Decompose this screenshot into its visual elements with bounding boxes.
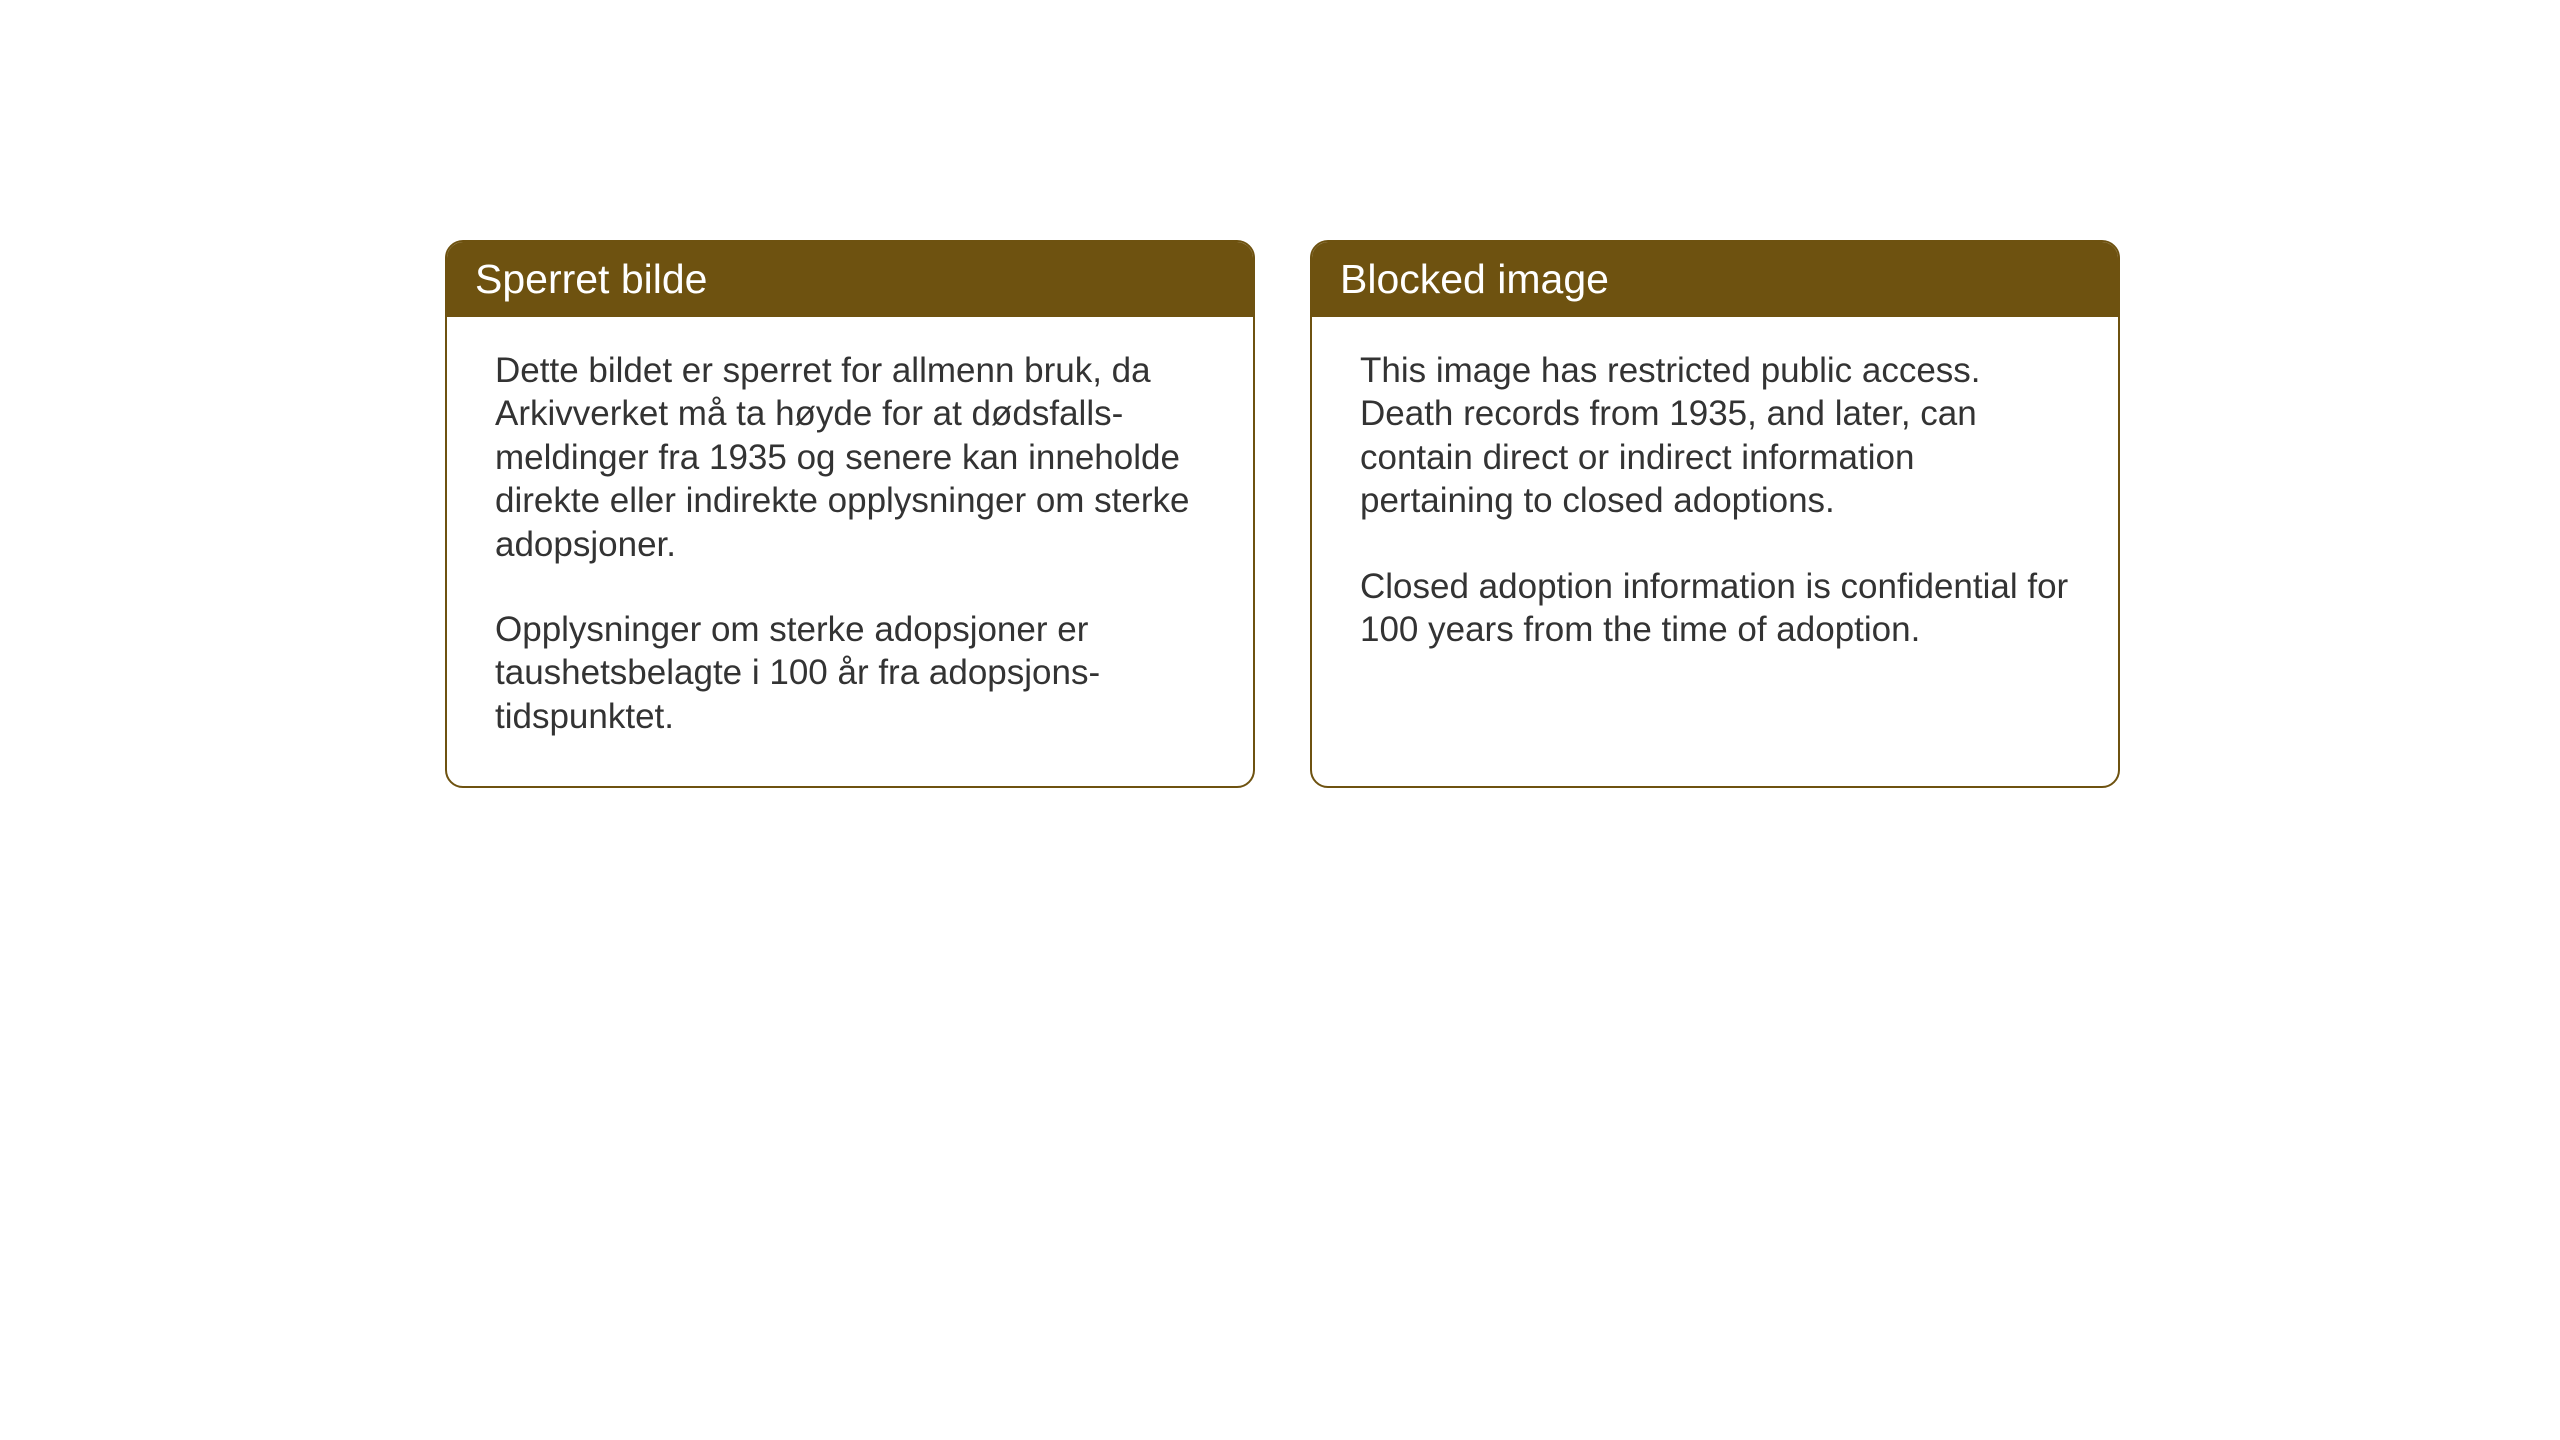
english-card-header: Blocked image: [1312, 242, 2118, 317]
norwegian-card-body: Dette bildet er sperret for allmenn bruk…: [447, 317, 1253, 786]
cards-container: Sperret bilde Dette bildet er sperret fo…: [445, 240, 2120, 788]
english-paragraph-1: This image has restricted public access.…: [1360, 349, 2070, 523]
english-card-body: This image has restricted public access.…: [1312, 317, 2118, 699]
english-card: Blocked image This image has restricted …: [1310, 240, 2120, 788]
norwegian-paragraph-1: Dette bildet er sperret for allmenn bruk…: [495, 349, 1205, 566]
norwegian-paragraph-2: Opplysninger om sterke adopsjoner er tau…: [495, 608, 1205, 738]
norwegian-card-header: Sperret bilde: [447, 242, 1253, 317]
norwegian-card: Sperret bilde Dette bildet er sperret fo…: [445, 240, 1255, 788]
english-paragraph-2: Closed adoption information is confident…: [1360, 565, 2070, 652]
english-card-title: Blocked image: [1340, 256, 1609, 302]
norwegian-card-title: Sperret bilde: [475, 256, 707, 302]
